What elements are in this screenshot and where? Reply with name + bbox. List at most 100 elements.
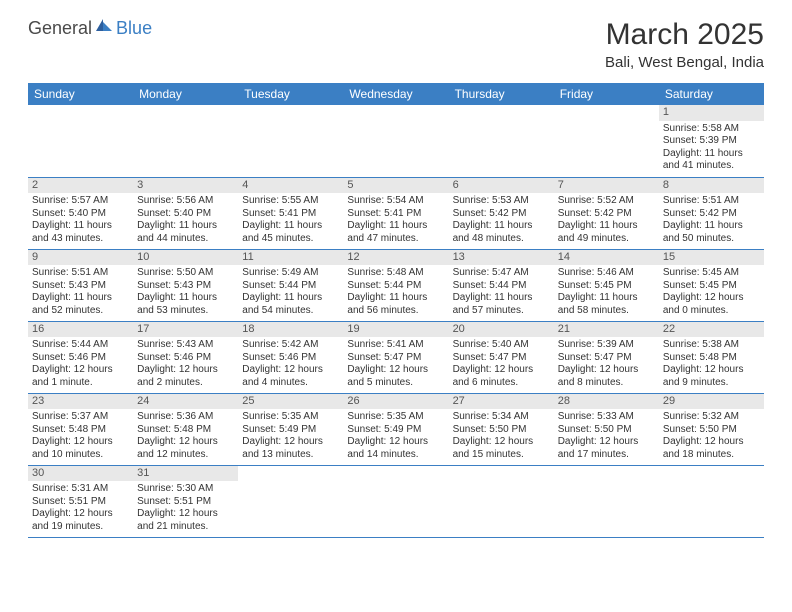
cell-line: Daylight: 12 hours and 4 minutes. <box>242 364 339 389</box>
cell-line: Sunrise: 5:57 AM <box>32 195 129 208</box>
cell-line: Sunset: 5:40 PM <box>32 208 129 221</box>
day-header: Tuesday <box>238 83 343 105</box>
page-header: General Blue March 2025 Bali, West Benga… <box>0 0 792 77</box>
cell-line: Sunset: 5:41 PM <box>242 208 339 221</box>
cell-line: Sunset: 5:45 PM <box>663 280 760 293</box>
day-number: 19 <box>343 322 448 338</box>
day-header: Friday <box>554 83 659 105</box>
cell-line: Sunset: 5:49 PM <box>347 424 444 437</box>
day-number: 20 <box>449 322 554 338</box>
day-number: 31 <box>133 466 238 482</box>
cell-line: Daylight: 11 hours and 47 minutes. <box>347 220 444 245</box>
calendar-cell: 5Sunrise: 5:54 AMSunset: 5:41 PMDaylight… <box>343 177 448 249</box>
calendar-cell <box>449 465 554 537</box>
cell-line: Sunrise: 5:37 AM <box>32 411 129 424</box>
cell-line: Sunrise: 5:45 AM <box>663 267 760 280</box>
calendar-cell: 28Sunrise: 5:33 AMSunset: 5:50 PMDayligh… <box>554 393 659 465</box>
cell-line: Sunrise: 5:47 AM <box>453 267 550 280</box>
cell-line: Daylight: 12 hours and 8 minutes. <box>558 364 655 389</box>
calendar-week: 2Sunrise: 5:57 AMSunset: 5:40 PMDaylight… <box>28 177 764 249</box>
cell-line: Sunrise: 5:51 AM <box>663 195 760 208</box>
cell-line: Daylight: 12 hours and 9 minutes. <box>663 364 760 389</box>
day-header: Saturday <box>659 83 764 105</box>
cell-line: Daylight: 12 hours and 18 minutes. <box>663 436 760 461</box>
cell-line: Sunset: 5:47 PM <box>453 352 550 365</box>
day-number: 5 <box>343 178 448 194</box>
day-number <box>554 105 659 107</box>
calendar-cell <box>343 465 448 537</box>
calendar-cell: 9Sunrise: 5:51 AMSunset: 5:43 PMDaylight… <box>28 249 133 321</box>
day-number <box>238 466 343 468</box>
cell-line: Sunrise: 5:35 AM <box>347 411 444 424</box>
flag-icon <box>96 19 114 38</box>
calendar-cell <box>659 465 764 537</box>
cell-line: Daylight: 11 hours and 44 minutes. <box>137 220 234 245</box>
calendar-cell: 19Sunrise: 5:41 AMSunset: 5:47 PMDayligh… <box>343 321 448 393</box>
cell-line: Sunset: 5:47 PM <box>347 352 444 365</box>
title-block: March 2025 Bali, West Bengal, India <box>605 18 764 71</box>
logo-text-1: General <box>28 18 92 39</box>
cell-line: Sunrise: 5:36 AM <box>137 411 234 424</box>
day-number: 30 <box>28 466 133 482</box>
day-number <box>28 105 133 107</box>
calendar-cell: 1Sunrise: 5:58 AMSunset: 5:39 PMDaylight… <box>659 105 764 177</box>
cell-line: Sunset: 5:39 PM <box>663 135 760 148</box>
cell-line: Daylight: 11 hours and 41 minutes. <box>663 148 760 173</box>
cell-line: Daylight: 11 hours and 52 minutes. <box>32 292 129 317</box>
cell-line: Daylight: 11 hours and 50 minutes. <box>663 220 760 245</box>
day-number: 15 <box>659 250 764 266</box>
cell-line: Sunset: 5:40 PM <box>137 208 234 221</box>
day-header: Monday <box>133 83 238 105</box>
cell-line: Sunset: 5:50 PM <box>558 424 655 437</box>
day-number: 29 <box>659 394 764 410</box>
cell-line: Sunset: 5:51 PM <box>137 496 234 509</box>
day-number: 4 <box>238 178 343 194</box>
cell-line: Sunset: 5:44 PM <box>242 280 339 293</box>
day-number: 7 <box>554 178 659 194</box>
calendar-cell: 25Sunrise: 5:35 AMSunset: 5:49 PMDayligh… <box>238 393 343 465</box>
calendar-cell <box>133 105 238 177</box>
day-header: Sunday <box>28 83 133 105</box>
calendar-cell: 16Sunrise: 5:44 AMSunset: 5:46 PMDayligh… <box>28 321 133 393</box>
day-number <box>449 466 554 468</box>
day-number: 22 <box>659 322 764 338</box>
cell-line: Daylight: 11 hours and 48 minutes. <box>453 220 550 245</box>
day-header: Thursday <box>449 83 554 105</box>
cell-line: Daylight: 12 hours and 17 minutes. <box>558 436 655 461</box>
cell-line: Sunrise: 5:49 AM <box>242 267 339 280</box>
calendar-cell: 22Sunrise: 5:38 AMSunset: 5:48 PMDayligh… <box>659 321 764 393</box>
cell-line: Sunset: 5:44 PM <box>453 280 550 293</box>
cell-line: Daylight: 11 hours and 43 minutes. <box>32 220 129 245</box>
day-number: 27 <box>449 394 554 410</box>
cell-line: Sunrise: 5:32 AM <box>663 411 760 424</box>
calendar-cell: 17Sunrise: 5:43 AMSunset: 5:46 PMDayligh… <box>133 321 238 393</box>
cell-line: Sunset: 5:51 PM <box>32 496 129 509</box>
calendar-body: 1Sunrise: 5:58 AMSunset: 5:39 PMDaylight… <box>28 105 764 537</box>
cell-line: Sunset: 5:47 PM <box>558 352 655 365</box>
logo: General Blue <box>28 18 152 39</box>
day-number: 23 <box>28 394 133 410</box>
calendar-cell <box>343 105 448 177</box>
calendar-cell <box>238 105 343 177</box>
day-number <box>343 105 448 107</box>
calendar-cell: 21Sunrise: 5:39 AMSunset: 5:47 PMDayligh… <box>554 321 659 393</box>
cell-line: Sunrise: 5:31 AM <box>32 483 129 496</box>
day-number: 9 <box>28 250 133 266</box>
day-header-row: SundayMondayTuesdayWednesdayThursdayFrid… <box>28 83 764 105</box>
cell-line: Sunrise: 5:50 AM <box>137 267 234 280</box>
calendar-cell: 8Sunrise: 5:51 AMSunset: 5:42 PMDaylight… <box>659 177 764 249</box>
cell-line: Daylight: 11 hours and 53 minutes. <box>137 292 234 317</box>
day-number: 11 <box>238 250 343 266</box>
calendar-cell: 3Sunrise: 5:56 AMSunset: 5:40 PMDaylight… <box>133 177 238 249</box>
calendar-cell: 26Sunrise: 5:35 AMSunset: 5:49 PMDayligh… <box>343 393 448 465</box>
cell-line: Daylight: 12 hours and 0 minutes. <box>663 292 760 317</box>
cell-line: Daylight: 12 hours and 14 minutes. <box>347 436 444 461</box>
cell-line: Sunset: 5:41 PM <box>347 208 444 221</box>
cell-line: Daylight: 12 hours and 15 minutes. <box>453 436 550 461</box>
day-number <box>133 105 238 107</box>
cell-line: Sunrise: 5:46 AM <box>558 267 655 280</box>
day-number: 14 <box>554 250 659 266</box>
day-number: 12 <box>343 250 448 266</box>
page-title: March 2025 <box>605 18 764 52</box>
calendar-cell: 2Sunrise: 5:57 AMSunset: 5:40 PMDaylight… <box>28 177 133 249</box>
